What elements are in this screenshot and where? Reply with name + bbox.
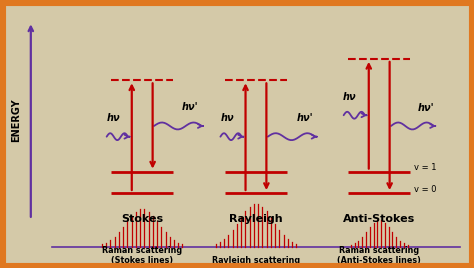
Text: hν: hν <box>221 113 234 122</box>
Text: hν': hν' <box>417 103 434 113</box>
Text: hν': hν' <box>181 102 198 112</box>
Text: hν: hν <box>343 92 356 102</box>
Text: Raman scattering
(Stokes lines): Raman scattering (Stokes lines) <box>102 246 182 265</box>
Text: Stokes: Stokes <box>121 214 163 224</box>
Text: Anti-Stokes: Anti-Stokes <box>343 214 415 224</box>
Text: Raman scattering
(Anti-Stokes lines): Raman scattering (Anti-Stokes lines) <box>337 246 421 265</box>
Text: v = 1: v = 1 <box>414 163 436 172</box>
Text: hν': hν' <box>296 113 313 122</box>
Text: ENERGY: ENERGY <box>11 99 22 142</box>
Text: hν: hν <box>107 113 120 122</box>
Text: Rayleigh scattering: Rayleigh scattering <box>212 256 300 265</box>
Text: Rayleigh: Rayleigh <box>229 214 283 224</box>
Text: v = 0: v = 0 <box>414 185 436 193</box>
